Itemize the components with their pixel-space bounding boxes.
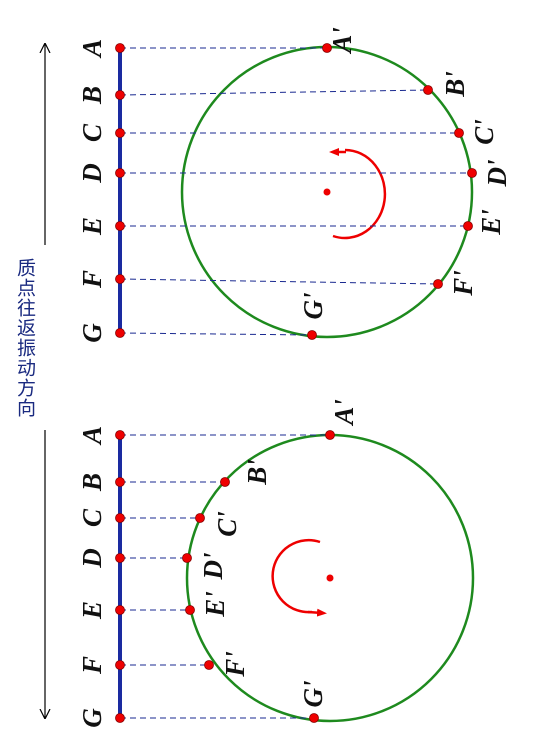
- circle-point-label: E': [200, 591, 230, 618]
- circle-point: [325, 430, 335, 440]
- track-point: [115, 328, 125, 338]
- point-label: F: [77, 270, 107, 289]
- circle-point-label: B': [440, 71, 470, 98]
- projection-line: [119, 332, 313, 336]
- track-point: [115, 605, 125, 615]
- point-label: F: [77, 656, 107, 675]
- circle-point: [204, 660, 214, 670]
- point-label: D: [77, 548, 107, 569]
- circle-point: [309, 713, 319, 723]
- circle-point: [423, 85, 433, 95]
- circle-point: [185, 605, 195, 615]
- circle-point-label: G': [298, 681, 328, 708]
- rotation-arc: [332, 148, 387, 240]
- track-point: [115, 513, 125, 523]
- track-point: [115, 128, 125, 138]
- circle-point-label: B': [242, 459, 272, 486]
- circle-point: [433, 279, 443, 289]
- circle-point-label: F': [448, 270, 478, 297]
- point-label: B: [77, 473, 107, 492]
- track-point: [115, 713, 125, 723]
- circle-point: [307, 330, 317, 340]
- circle-point: [195, 513, 205, 523]
- track-point: [115, 553, 125, 563]
- track-point: [115, 90, 125, 100]
- center: [326, 574, 334, 582]
- rotation-arrowhead: [307, 608, 327, 617]
- point-label: C: [77, 123, 107, 142]
- circle-point-label: G': [298, 293, 328, 320]
- circle-point: [322, 43, 332, 53]
- circle-point-label: D': [482, 160, 512, 188]
- circle-point-label: A': [329, 399, 359, 427]
- circle-point: [220, 477, 230, 487]
- projection-line: [119, 89, 429, 96]
- circle-point-label: D': [198, 553, 228, 581]
- center: [323, 188, 331, 196]
- circle-point-label: E': [476, 209, 506, 236]
- circle-point-label: A': [327, 27, 357, 55]
- circle-point: [182, 553, 192, 563]
- point-label: E: [77, 601, 107, 620]
- track-point: [115, 43, 125, 53]
- circle-point-label: C': [469, 119, 499, 145]
- track-point: [115, 477, 125, 487]
- point-label: A: [77, 39, 107, 59]
- circle-point-label: F': [220, 651, 250, 678]
- circle-point: [454, 128, 464, 138]
- point-label: D: [77, 163, 107, 184]
- point-label: C: [77, 508, 107, 527]
- circle-point: [467, 168, 477, 178]
- track-point: [115, 430, 125, 440]
- point-label: G: [77, 323, 107, 343]
- circle-point: [463, 221, 473, 231]
- track-point: [115, 221, 125, 231]
- circle-point-label: C': [212, 511, 242, 537]
- track-point: [115, 660, 125, 670]
- point-label: A: [77, 426, 107, 446]
- point-label: E: [77, 217, 107, 236]
- rotation-arc: [271, 538, 321, 614]
- point-label: G: [77, 708, 107, 728]
- projection-line: [119, 278, 439, 285]
- caption: 质点往返振动方向: [12, 258, 39, 418]
- track-point: [115, 274, 125, 284]
- point-label: B: [77, 86, 107, 105]
- track-point: [115, 168, 125, 178]
